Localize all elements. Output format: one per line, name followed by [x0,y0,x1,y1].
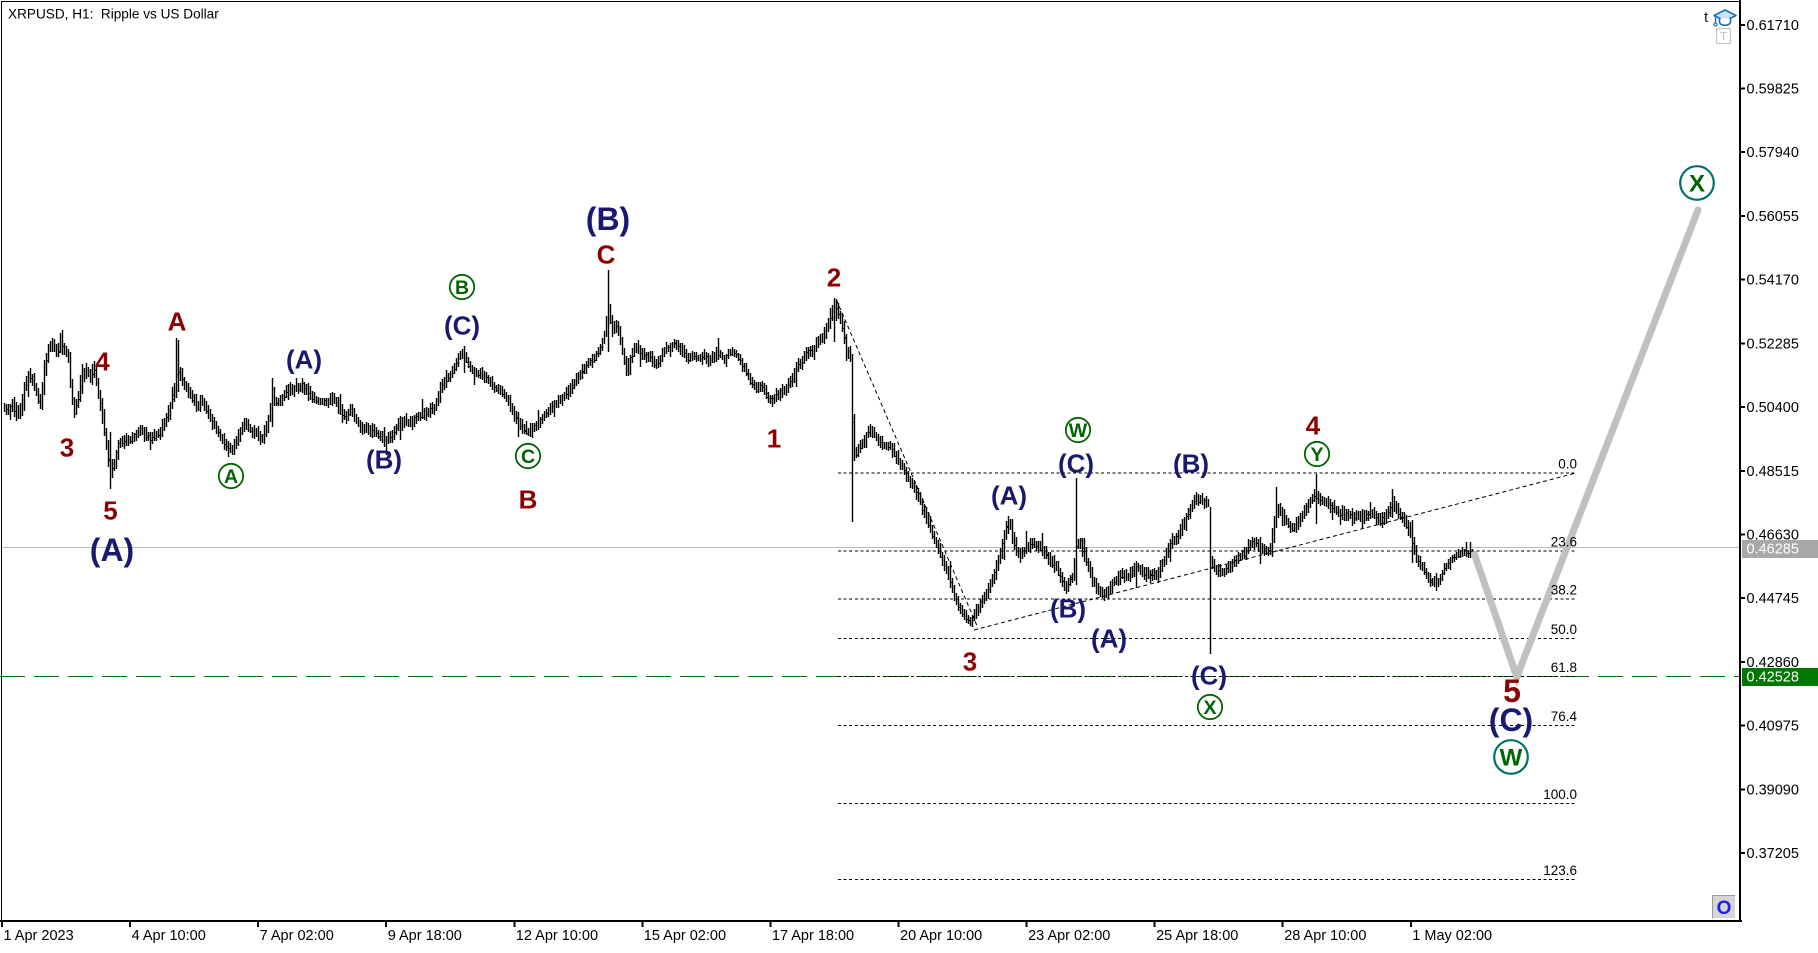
svg-text:17 Apr 18:00: 17 Apr 18:00 [772,928,854,944]
svg-text:A: A [224,466,238,488]
svg-text:1: 1 [767,424,781,454]
svg-text:C: C [597,240,616,270]
svg-text:0.54170: 0.54170 [1747,273,1799,289]
svg-text:76.4: 76.4 [1551,709,1578,724]
svg-text:2: 2 [827,263,841,293]
svg-text:0.42860: 0.42860 [1747,655,1799,671]
svg-text:23 Apr 02:00: 23 Apr 02:00 [1028,928,1110,944]
svg-text:(B): (B) [586,201,630,237]
svg-text:0.44745: 0.44745 [1747,591,1799,607]
svg-text:(A): (A) [991,481,1027,511]
svg-text:50.0: 50.0 [1551,622,1577,637]
svg-text:0.0: 0.0 [1558,457,1577,472]
svg-text:(C): (C) [1191,661,1227,691]
svg-text:(C): (C) [1058,449,1094,479]
svg-text:28 Apr 10:00: 28 Apr 10:00 [1284,928,1366,944]
svg-text:4 Apr 10:00: 4 Apr 10:00 [132,928,206,944]
svg-text:Y: Y [1310,444,1323,466]
svg-text:0.50400: 0.50400 [1747,400,1799,416]
svg-text:0.37205: 0.37205 [1747,846,1799,862]
svg-text:25 Apr 18:00: 25 Apr 18:00 [1156,928,1238,944]
svg-text:0.52285: 0.52285 [1747,336,1799,352]
svg-text:1 May 02:00: 1 May 02:00 [1412,928,1492,944]
svg-text:O: O [1717,898,1732,919]
svg-text:15 Apr 02:00: 15 Apr 02:00 [644,928,726,944]
svg-text:XRPUSD, H1: Ripple vs US Doll: XRPUSD, H1: Ripple vs US Dollar [8,7,219,22]
svg-text:61.8: 61.8 [1551,660,1577,675]
svg-text:(A): (A) [90,532,134,568]
svg-text:0.42528: 0.42528 [1747,670,1799,686]
svg-text:W: W [1500,745,1523,772]
svg-text:0.61710: 0.61710 [1747,18,1799,34]
svg-text:(A): (A) [1091,624,1127,654]
svg-text:0.46285: 0.46285 [1747,542,1799,558]
svg-text:9 Apr 18:00: 9 Apr 18:00 [388,928,462,944]
svg-text:B: B [519,485,538,515]
svg-text:X: X [1203,697,1216,719]
svg-text:A: A [168,307,187,337]
svg-text:3: 3 [963,647,977,677]
svg-text:(C): (C) [444,311,480,341]
svg-text:123.6: 123.6 [1543,863,1577,878]
svg-text:(B): (B) [1173,449,1209,479]
svg-text:12 Apr 10:00: 12 Apr 10:00 [516,928,598,944]
svg-text:3: 3 [60,433,74,463]
svg-text:1 Apr 2023: 1 Apr 2023 [4,928,74,944]
svg-text:0.40975: 0.40975 [1747,719,1799,735]
svg-text:(B): (B) [366,445,402,475]
svg-text:0.56055: 0.56055 [1747,209,1799,225]
svg-text:0.39090: 0.39090 [1747,782,1799,798]
svg-text:(B): (B) [1050,594,1086,624]
svg-text:B: B [455,277,469,299]
svg-text:20 Apr 10:00: 20 Apr 10:00 [900,928,982,944]
svg-text:0.59825: 0.59825 [1747,82,1799,98]
svg-text:4: 4 [95,347,110,377]
svg-text:4: 4 [1306,411,1321,441]
svg-text:7 Apr 02:00: 7 Apr 02:00 [260,928,334,944]
svg-text:5: 5 [103,496,117,526]
svg-text:0.48515: 0.48515 [1747,464,1799,480]
svg-text:(A): (A) [286,345,322,375]
svg-text:100.0: 100.0 [1543,787,1577,802]
svg-text:0.57940: 0.57940 [1747,145,1799,161]
svg-text:5: 5 [1503,673,1521,709]
svg-text:W: W [1069,420,1088,442]
svg-text:(C): (C) [1489,702,1533,738]
svg-text:t: t [1704,9,1709,26]
svg-text:T: T [1720,30,1728,44]
svg-text:38.2: 38.2 [1551,583,1577,598]
svg-text:0.46630: 0.46630 [1747,528,1799,544]
svg-text:23.6: 23.6 [1551,535,1577,550]
svg-text:C: C [521,446,535,468]
svg-text:X: X [1689,171,1705,198]
